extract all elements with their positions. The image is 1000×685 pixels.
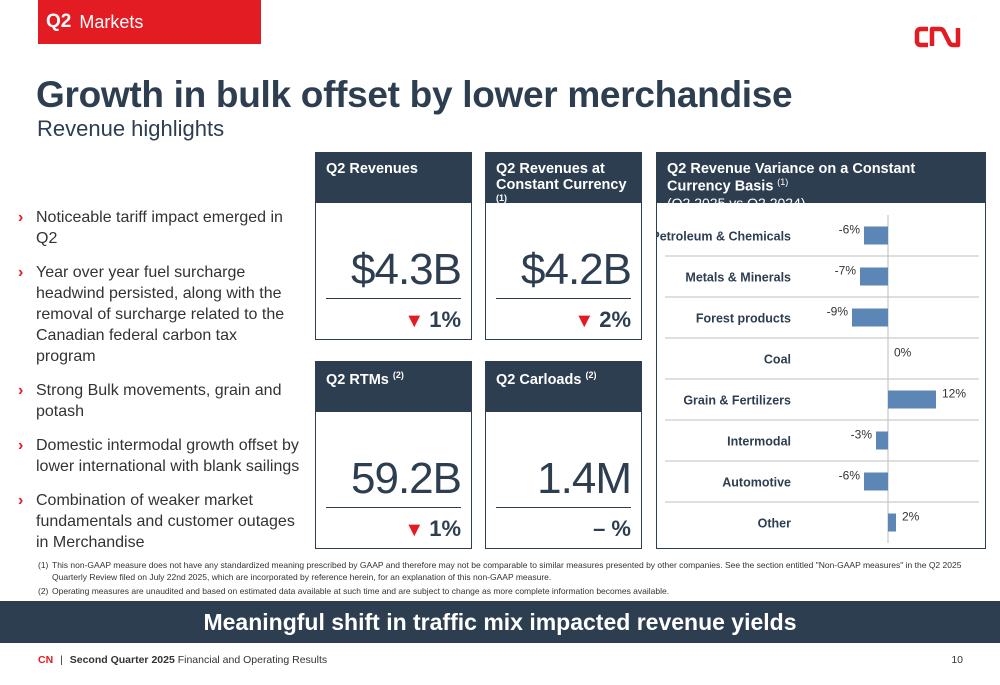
- rtms-card: Q2 RTMs (2) 59.2B ▼ 1%: [315, 361, 472, 549]
- footnote-number: (2): [38, 586, 49, 596]
- bullet-item: › Noticeable tariff impact emerged in Q2: [18, 207, 300, 249]
- category-label: Automotive: [722, 476, 791, 490]
- card-header: Q2 Revenues at Constant Currency (1): [486, 153, 641, 203]
- bullet-text: Combination of weaker market fundamental…: [36, 492, 295, 551]
- data-label: -3%: [851, 428, 873, 442]
- constant-currency-card: Q2 Revenues at Constant Currency (1) $4.…: [485, 152, 642, 340]
- variance-bar: [888, 513, 896, 532]
- card-value: 1.4M: [537, 454, 632, 503]
- chevron-right-icon: ›: [18, 492, 24, 509]
- footer-brand: CN: [38, 654, 54, 666]
- data-label: -9%: [827, 305, 849, 319]
- footnote: (2) Operating measures are unaudited and …: [38, 586, 968, 598]
- card-header: Q2 RTMs (2): [316, 362, 471, 412]
- divider: [326, 298, 461, 299]
- variance-bar-chart: Petroleum & Chemicals -6% Metals & Mineral…: [657, 215, 979, 543]
- card-header: Q2 Revenue Variance on a Constant Curren…: [657, 153, 985, 211]
- divider: [496, 298, 631, 299]
- chevron-right-icon: ›: [18, 437, 24, 454]
- chevron-right-icon: ›: [18, 209, 24, 226]
- category-label: Other: [758, 517, 791, 531]
- footer-text: Financial and Operating Results: [177, 654, 328, 666]
- card-title: Q2 Revenues at Constant Currency: [496, 161, 627, 193]
- card-change: ▼ 2%: [574, 307, 631, 333]
- data-label: 2%: [902, 510, 920, 524]
- card-title: Q2 Carloads: [496, 371, 582, 388]
- category-label: Forest products: [696, 312, 791, 326]
- category-label: Coal: [764, 353, 791, 367]
- card-header: Q2 Carloads (2): [486, 362, 641, 412]
- summary-banner: Meaningful shift in traffic mix impacted…: [0, 601, 1000, 643]
- variance-bar: [876, 431, 888, 450]
- data-label: -7%: [835, 264, 857, 278]
- bullet-item: › Combination of weaker market fundamenta…: [18, 490, 300, 553]
- revenues-card: Q2 Revenues $4.3B ▼ 1%: [315, 152, 472, 340]
- bullet-list: › Noticeable tariff impact emerged in Q2 …: [18, 207, 300, 566]
- variance-bar: [864, 472, 888, 491]
- footnote-ref: (2): [392, 370, 404, 380]
- divider: [326, 507, 461, 508]
- down-triangle-icon: ▼: [404, 519, 425, 541]
- category-label: Intermodal: [727, 435, 791, 449]
- category-label: Petroleum & Chemicals: [657, 230, 791, 244]
- change-value: 1%: [429, 307, 461, 332]
- data-label: 12%: [942, 387, 966, 401]
- variance-card: Q2 Revenue Variance on a Constant Curren…: [656, 152, 986, 549]
- footnote-ref: (2): [585, 370, 597, 380]
- bullet-text: Domestic intermodal growth offset by low…: [36, 437, 300, 475]
- category-label: Grain & Fertilizers: [683, 394, 791, 408]
- divider: [496, 507, 631, 508]
- page-title: Growth in bulk offset by lower merchandi…: [36, 74, 793, 115]
- cn-logo-icon: [914, 26, 961, 48]
- footer-separator: |: [60, 654, 63, 666]
- card-title: Q2 RTMs: [326, 371, 389, 388]
- bullet-text: Strong Bulk movements, grain and potash: [36, 382, 282, 420]
- section-label: Markets: [79, 11, 144, 32]
- variance-bar: [860, 267, 888, 286]
- bullet-item: › Strong Bulk movements, grain and potash: [18, 380, 300, 422]
- card-change: ▼ 1%: [404, 307, 461, 333]
- footnote-text: Operating measures are unaudited and bas…: [52, 586, 670, 596]
- change-value: 1%: [429, 516, 461, 541]
- carloads-card: Q2 Carloads (2) 1.4M – %: [485, 361, 642, 549]
- chevron-right-icon: ›: [18, 264, 24, 281]
- variance-bar: [864, 226, 888, 245]
- change-value: – %: [593, 516, 631, 541]
- card-value: $4.2B: [521, 245, 632, 294]
- data-label: -6%: [839, 469, 861, 483]
- section-tag: Q2 Markets: [38, 0, 261, 44]
- footnote-ref: (1): [496, 193, 507, 203]
- category-label: Metals & Minerals: [685, 271, 791, 285]
- card-value: 59.2B: [351, 454, 462, 503]
- down-triangle-icon: ▼: [404, 310, 425, 332]
- change-value: 2%: [599, 307, 631, 332]
- footnote-ref: (1): [777, 177, 789, 187]
- card-change: – %: [593, 516, 631, 542]
- footnote: (1) This non-GAAP measure does not have a…: [38, 560, 968, 583]
- bullet-text: Noticeable tariff impact emerged in Q2: [36, 209, 283, 247]
- footer-period: Second Quarter 2025: [69, 654, 175, 666]
- chart-subtitle: (Q2 2025 vs Q2 2024): [667, 194, 806, 211]
- down-triangle-icon: ▼: [574, 310, 595, 332]
- card-title: Q2 Revenues: [326, 161, 418, 177]
- data-label: 0%: [894, 346, 912, 360]
- page-subtitle: Revenue highlights: [37, 116, 225, 141]
- quarter-label: Q2: [46, 11, 72, 32]
- card-header: Q2 Revenues: [316, 153, 471, 203]
- footnote-text: This non-GAAP measure does not have any …: [52, 560, 962, 582]
- page-number: 10: [951, 654, 963, 666]
- card-change: ▼ 1%: [404, 516, 461, 542]
- variance-bar: [888, 390, 936, 409]
- bullet-item: › Year over year fuel surcharge headwind …: [18, 262, 300, 367]
- footnote-number: (1): [38, 560, 49, 570]
- bullet-item: › Domestic intermodal growth offset by lo…: [18, 435, 300, 477]
- card-value: $4.3B: [351, 245, 462, 294]
- chart-title: Q2 Revenue Variance on a Constant Curren…: [667, 161, 916, 195]
- footer: CN | Second Quarter 2025 Financial and O…: [38, 654, 327, 666]
- footnotes: (1) This non-GAAP measure does not have a…: [38, 560, 968, 601]
- variance-bar: [852, 308, 888, 327]
- data-label: -6%: [839, 223, 861, 237]
- bullet-text: Year over year fuel surcharge headwind p…: [36, 264, 285, 365]
- chevron-right-icon: ›: [18, 382, 24, 399]
